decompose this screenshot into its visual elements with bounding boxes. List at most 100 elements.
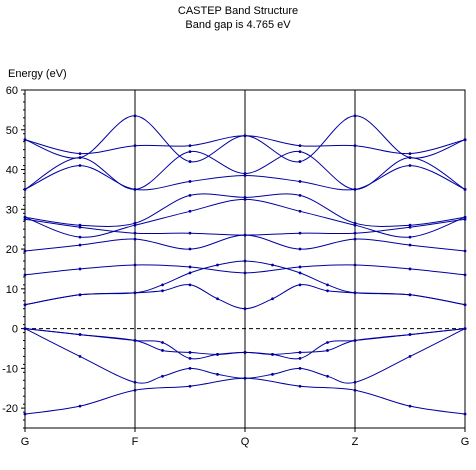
band-point (271, 297, 274, 301)
band-point (133, 231, 137, 235)
band-point (353, 114, 357, 118)
band-point (353, 231, 357, 235)
band-point (463, 273, 467, 277)
band-point (78, 152, 82, 156)
band-point (133, 221, 137, 225)
band-point (23, 412, 27, 416)
band-point (188, 283, 192, 287)
band-point (78, 164, 82, 167)
band-point (78, 355, 82, 358)
band-point (353, 291, 357, 295)
band-point (133, 237, 137, 241)
band-point (243, 376, 247, 380)
chart-subtitle: Band gap is 4.765 eV (185, 19, 291, 31)
band-point (326, 289, 329, 293)
band-point (298, 180, 302, 183)
band-point (243, 197, 247, 201)
band-point (463, 303, 467, 307)
band-point (298, 193, 302, 197)
band-point (188, 144, 192, 148)
y-tick-label: 10 (6, 284, 18, 296)
band-point (408, 333, 412, 336)
band-point (78, 223, 82, 227)
band-point (216, 353, 219, 356)
band-point (161, 283, 164, 287)
band-point (133, 223, 137, 227)
band-point (408, 267, 412, 271)
band-point (298, 357, 302, 360)
band-point (133, 114, 137, 118)
band-point (463, 249, 467, 253)
band-point (298, 144, 302, 148)
band-point (298, 231, 302, 235)
band-point (23, 273, 27, 277)
x-tick-label: Q (241, 436, 250, 448)
band-point (188, 265, 192, 269)
y-axis-label: Energy (eV) (8, 68, 67, 80)
band-point (243, 351, 247, 354)
band-point (161, 289, 164, 293)
band-point (188, 351, 192, 354)
band-point (188, 271, 192, 275)
band-point (216, 297, 219, 301)
band-point (408, 404, 412, 408)
band-point (463, 217, 467, 221)
band-point (23, 188, 27, 191)
band-point (298, 366, 302, 370)
band-point (298, 265, 302, 269)
band-point (23, 249, 27, 253)
band-point (353, 339, 357, 342)
band-point (353, 263, 357, 267)
x-tick-label: F (132, 436, 139, 448)
chart-title: CASTEP Band Structure (177, 5, 299, 17)
band-point (408, 235, 412, 239)
band-point (78, 225, 82, 229)
band-point (216, 263, 219, 267)
band-point (353, 144, 357, 148)
band-point (133, 188, 137, 191)
band-point (243, 134, 247, 138)
band-point (353, 380, 357, 384)
band-point (216, 372, 219, 376)
band-point (298, 160, 302, 163)
band-point (408, 293, 412, 297)
band-point (298, 351, 302, 354)
y-tick-label: -20 (2, 403, 18, 415)
band-point (188, 357, 192, 360)
y-tick-label: 40 (6, 165, 18, 177)
x-tick-label: Z (352, 436, 359, 448)
band-point (133, 339, 137, 342)
band-point (243, 195, 247, 199)
band-point (78, 235, 82, 239)
band-point (298, 209, 302, 213)
band-point (78, 243, 82, 247)
band-point (188, 209, 192, 213)
band-point (408, 355, 412, 358)
band-point (23, 327, 27, 330)
band-point (353, 223, 357, 227)
x-tick-label: G (461, 436, 470, 448)
band-point (298, 247, 302, 251)
band-point (243, 174, 247, 177)
band-point (78, 333, 82, 336)
band-point (23, 217, 27, 221)
band-point (408, 156, 412, 160)
band-point (271, 353, 274, 356)
band-point (298, 271, 302, 275)
band-point (353, 221, 357, 225)
band-point (408, 164, 412, 167)
band-point (353, 237, 357, 241)
band-point (326, 349, 329, 352)
band-point (408, 225, 412, 229)
band-point (326, 374, 329, 378)
band-point (188, 384, 192, 388)
band-point (243, 233, 247, 237)
band-point (161, 341, 164, 344)
band-point (298, 150, 302, 154)
band-point (243, 172, 247, 175)
band-point (78, 293, 82, 297)
band-point (271, 372, 274, 376)
band-point (271, 263, 274, 267)
